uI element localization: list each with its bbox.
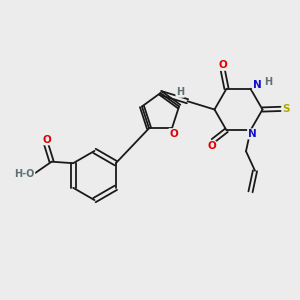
Text: S: S — [283, 104, 290, 114]
Text: O: O — [218, 60, 227, 70]
Text: H: H — [264, 77, 272, 87]
Text: O: O — [207, 141, 216, 151]
Text: N: N — [248, 129, 256, 139]
Text: O: O — [169, 129, 178, 139]
Text: H-O: H-O — [14, 169, 35, 179]
Text: H: H — [176, 87, 184, 97]
Text: O: O — [42, 135, 51, 145]
Text: N: N — [253, 80, 262, 90]
